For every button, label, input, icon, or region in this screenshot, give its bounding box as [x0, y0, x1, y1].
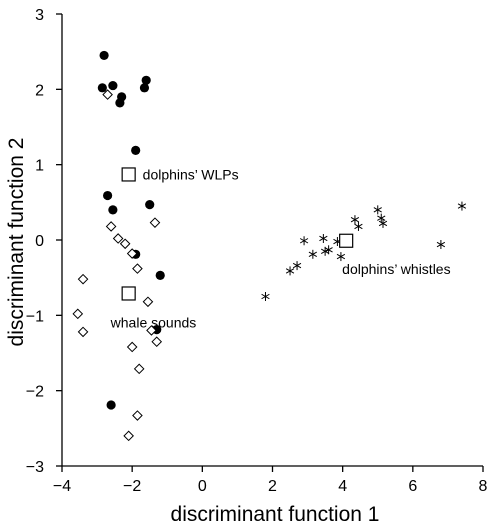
asterisk-point: [292, 261, 302, 271]
asterisk-point: [319, 233, 328, 243]
open-diamond-point: [77, 273, 89, 285]
x-tick-label: −2: [123, 478, 141, 495]
asterisk-point: [373, 205, 382, 215]
y-tick-label: 0: [35, 233, 44, 250]
open-diamond-point: [112, 233, 124, 244]
centroid-square: [339, 233, 354, 248]
open-diamond-point: [142, 296, 154, 308]
data-marks: [72, 50, 467, 442]
asterisk-stroke: [319, 235, 328, 242]
open-diamond-point: [105, 221, 117, 232]
centroid-square: [121, 286, 136, 301]
filled-circle-point: [108, 80, 118, 91]
filled-circle-point: [108, 205, 118, 215]
x-tick-label: 0: [198, 478, 207, 495]
asterisk-stroke: [350, 216, 360, 223]
open-diamond-point: [126, 248, 138, 259]
open-diamond-point: [133, 363, 145, 375]
asterisk-stroke: [378, 220, 388, 227]
asterisk-point: [457, 201, 467, 211]
asterisk-stroke: [285, 268, 295, 274]
asterisk-stroke: [308, 251, 317, 257]
open-diamond-point: [132, 410, 143, 421]
y-tick-label: −3: [26, 459, 44, 476]
asterisk-point: [336, 252, 346, 262]
open-diamond-point: [72, 308, 84, 320]
asterisk-point: [378, 218, 388, 228]
open-diamond-point: [102, 89, 113, 100]
filled-circle-point: [106, 400, 116, 410]
centroid-label: dolphins’ WLPs: [143, 166, 239, 182]
asterisk-stroke: [436, 241, 446, 248]
asterisk-point: [308, 249, 317, 259]
asterisk-point: [324, 245, 333, 255]
y-tick-label: 1: [35, 158, 44, 175]
filled-circle-point: [139, 83, 150, 93]
asterisk-point: [377, 213, 386, 223]
asterisk-stroke: [261, 293, 270, 300]
x-tick-label: −4: [53, 478, 71, 495]
centroid-label: whale sounds: [110, 314, 197, 330]
open-diamond-point: [77, 326, 89, 338]
asterisk-stroke: [377, 215, 386, 221]
filled-circle-point: [155, 270, 165, 281]
open-diamond-point: [149, 217, 161, 228]
asterisk-point: [285, 266, 295, 276]
open-diamond-point: [119, 238, 131, 250]
asterisk-stroke: [299, 238, 309, 244]
centroid-markers: dolphins’ WLPs whale sounds dolphins’ whis…: [110, 166, 451, 330]
y-tick-label: −2: [26, 384, 44, 401]
filled-circle-point: [131, 145, 141, 155]
filled-circle-point: [97, 83, 107, 93]
centroid-square: [121, 167, 136, 182]
filled-circle-point: [141, 75, 151, 85]
open-diamond-point: [123, 430, 134, 442]
asterisk-stroke: [457, 203, 467, 209]
asterisk-stroke: [292, 262, 302, 269]
asterisk-stroke: [354, 223, 363, 230]
filled-circle-point: [117, 92, 127, 102]
x-tick-label: 6: [408, 478, 417, 495]
x-tick-label: 8: [479, 478, 488, 495]
filled-circle-point: [99, 50, 109, 61]
x-axis-title: discriminant function 1: [171, 503, 380, 526]
y-tick-label: 3: [35, 7, 44, 24]
asterisk-point: [436, 240, 446, 250]
x-tick-label: 4: [338, 478, 347, 495]
asterisk-stroke: [373, 207, 382, 213]
y-tick-label: −1: [26, 308, 44, 325]
asterisk-point: [350, 215, 360, 225]
open-diamond-point: [132, 263, 143, 274]
centroid-label: dolphins’ whistles: [342, 261, 450, 277]
open-diamond-point: [151, 336, 163, 348]
asterisk-point: [354, 221, 363, 231]
y-axis-title: discriminant function 2: [5, 138, 28, 347]
filled-circle-point: [145, 199, 155, 210]
filled-circle-point: [103, 190, 113, 201]
asterisk-point: [299, 236, 309, 246]
asterisk-stroke: [336, 253, 346, 260]
y-tick-label: 2: [35, 82, 44, 99]
x-tick-label: 2: [268, 478, 277, 495]
asterisk-point: [261, 292, 270, 301]
open-diamond-point: [146, 325, 157, 336]
asterisk-stroke: [324, 247, 333, 253]
open-diamond-point: [126, 341, 138, 353]
axes: −4 −2 0 2 4 6 8 −3 −2 −1 0 1 2 3: [26, 7, 488, 495]
